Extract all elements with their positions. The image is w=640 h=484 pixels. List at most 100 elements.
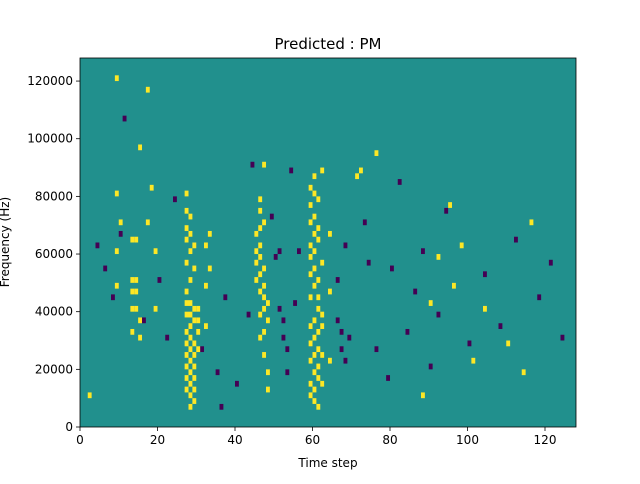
heatmap-cell-low [200, 346, 205, 353]
heatmap-cell-low [335, 277, 340, 283]
heatmap-cell-high [483, 305, 487, 312]
heatmap-cell-high [506, 340, 511, 347]
heatmap-cell-low [285, 346, 290, 353]
heatmap-cell-high [207, 230, 212, 237]
heatmap-cell-low [347, 334, 352, 341]
heatmap-cell-high [184, 190, 189, 197]
heatmap-cell-high [192, 265, 197, 272]
heatmap-cell-high [184, 375, 189, 381]
heatmap-cell-high [266, 300, 270, 306]
heatmap-cell-high [266, 369, 270, 376]
heatmap-cell-high [188, 230, 193, 237]
heatmap-cell-low [118, 230, 123, 237]
heatmap-cell-high [459, 242, 464, 249]
heatmap-cell-high [308, 242, 313, 249]
heatmap-cell-high [114, 282, 119, 289]
heatmap-cell-high [316, 236, 321, 243]
heatmap-cell-high [320, 311, 325, 318]
heatmap-cell-high [312, 248, 317, 255]
heatmap-cell-high [262, 161, 267, 168]
heatmap-cell-high [428, 300, 433, 306]
heatmap-cell-low [250, 161, 255, 168]
heatmap-cell-high [320, 380, 325, 387]
heatmap-cell-high [308, 357, 313, 364]
heatmap-cell-high [188, 357, 193, 364]
heatmap-cell-high [192, 242, 197, 249]
heatmap-cell-low [273, 254, 278, 260]
heatmap-cell-high [188, 380, 193, 387]
y-tick-label: 40000 [35, 305, 73, 319]
heatmap-cell-low [111, 294, 115, 301]
heatmap-cell-high [312, 265, 317, 272]
heatmap-cell-high [130, 236, 135, 243]
heatmap-cell-high [130, 288, 135, 295]
heatmap-cell-low [421, 248, 425, 255]
heatmap-cell-high [436, 254, 441, 260]
x-tick-label: 100 [456, 433, 479, 447]
heatmap-cell-high [316, 196, 321, 203]
heatmap-cell-high [192, 398, 197, 404]
heatmap-cell-high [188, 277, 193, 283]
heatmap-cell-high [196, 317, 201, 324]
heatmap-cell-high [204, 242, 208, 249]
heatmap-cell-high [188, 248, 193, 255]
heatmap-cell-high [316, 375, 321, 381]
heatmap-cell-high [184, 340, 189, 347]
heatmap-cell-high [320, 259, 325, 266]
heatmap-cell-high [145, 86, 150, 93]
heatmap-cell-low [362, 219, 367, 226]
heatmap-cell-high [308, 392, 313, 399]
heatmap-cell-high [355, 173, 360, 180]
heatmap-cell-low [277, 248, 282, 255]
heatmap-cell-high [204, 282, 208, 289]
heatmap-cell-high [149, 184, 154, 191]
heatmap-cell-high [258, 334, 263, 341]
heatmap-cell-high [138, 317, 143, 324]
y-tick-label: 80000 [35, 189, 73, 203]
heatmap-cell-low [339, 328, 344, 335]
x-axis-label: Time step [297, 456, 357, 470]
heatmap-cell-high [258, 225, 263, 231]
heatmap-cell-high [192, 352, 197, 358]
heatmap-cell-high [134, 305, 139, 312]
heatmap-cell-high [312, 334, 317, 341]
heatmap-cell-high [184, 288, 189, 295]
x-axis: 0 20 40 60 80 100 120 [76, 427, 556, 447]
heatmap-cell-low [335, 317, 340, 324]
heatmap-cell-high [184, 225, 189, 231]
x-tick-label: 0 [76, 433, 84, 447]
heatmap-cell-high [320, 323, 325, 329]
heatmap-cell-low [215, 369, 220, 376]
heatmap-cell-high [188, 311, 193, 318]
chart-title: Predicted : PM [275, 35, 382, 53]
heatmap-cell-high [204, 323, 208, 329]
heatmap-cell-high [308, 380, 313, 387]
heatmap-cell-high [258, 196, 263, 203]
heatmap-cell-high [196, 328, 201, 335]
heatmap-cell-low [219, 403, 224, 410]
y-tick-label: 0 [65, 420, 73, 434]
heatmap-cell-high [188, 346, 193, 353]
heatmap-cell-high [312, 369, 317, 376]
heatmap-cell-low [277, 305, 282, 312]
heatmap-cell-high [316, 305, 321, 312]
heatmap-cell-low [246, 311, 251, 318]
heatmap-cell-high [207, 265, 212, 272]
heatmap-cell-high [134, 277, 139, 283]
x-tick-label: 80 [382, 433, 397, 447]
heatmap-cell-high [316, 363, 321, 370]
heatmap-cell-high [258, 288, 263, 295]
heatmap-cell-high [258, 311, 263, 318]
heatmap-cell-high [316, 328, 321, 335]
y-tick-label: 100000 [27, 132, 73, 146]
heatmap-cell-high [421, 392, 425, 399]
heatmap-cell-low [339, 346, 344, 353]
heatmap-cell-high [153, 305, 158, 312]
heatmap-cell-high [188, 392, 193, 399]
heatmap-cell-low [386, 375, 391, 381]
heatmap-cell-high [308, 271, 313, 278]
y-axis: 0 20000 40000 60000 80000 100000 120000 [27, 74, 80, 434]
heatmap-cell-low [122, 115, 127, 122]
heatmap-cell-high [258, 207, 263, 214]
y-tick-label: 120000 [27, 74, 73, 88]
